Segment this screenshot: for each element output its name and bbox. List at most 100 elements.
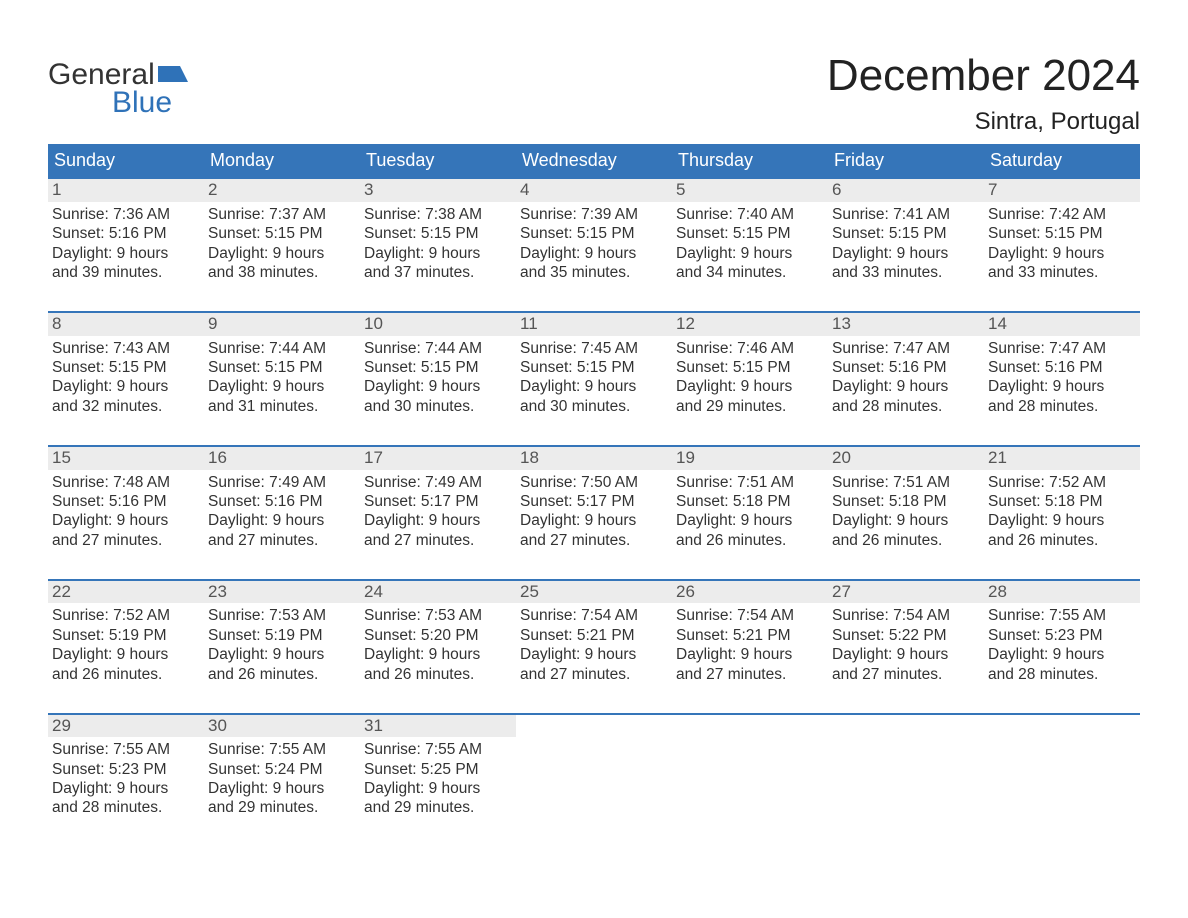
sunset-text: Sunset: 5:23 PM <box>52 760 200 779</box>
sunrise-text: Sunrise: 7:55 AM <box>988 606 1136 625</box>
calendar-cell: 30Sunrise: 7:55 AMSunset: 5:24 PMDayligh… <box>204 714 360 818</box>
sunrise-text: Sunrise: 7:37 AM <box>208 205 356 224</box>
daylight-text-1: Daylight: 9 hours <box>676 377 824 396</box>
daylight-text-1: Daylight: 9 hours <box>832 377 980 396</box>
daylight-text-2: and 28 minutes. <box>832 397 980 416</box>
day-number: 19 <box>672 447 828 469</box>
daylight-text-2: and 30 minutes. <box>520 397 668 416</box>
sunset-text: Sunset: 5:18 PM <box>832 492 980 511</box>
sunset-text: Sunset: 5:22 PM <box>832 626 980 645</box>
day-body: Sunrise: 7:42 AMSunset: 5:15 PMDaylight:… <box>984 202 1140 283</box>
sunrise-text: Sunrise: 7:39 AM <box>520 205 668 224</box>
day-number: 29 <box>48 715 204 737</box>
day-body: Sunrise: 7:55 AMSunset: 5:23 PMDaylight:… <box>48 737 204 818</box>
daylight-text-2: and 33 minutes. <box>832 263 980 282</box>
day-body: Sunrise: 7:43 AMSunset: 5:15 PMDaylight:… <box>48 336 204 417</box>
page: General Blue December 2024 Sintra, Portu… <box>0 0 1188 918</box>
sunrise-text: Sunrise: 7:44 AM <box>364 339 512 358</box>
calendar-cell: 8Sunrise: 7:43 AMSunset: 5:15 PMDaylight… <box>48 312 204 416</box>
sunset-text: Sunset: 5:15 PM <box>832 224 980 243</box>
sunset-text: Sunset: 5:15 PM <box>988 224 1136 243</box>
sunrise-text: Sunrise: 7:55 AM <box>52 740 200 759</box>
sunrise-text: Sunrise: 7:43 AM <box>52 339 200 358</box>
daylight-text-1: Daylight: 9 hours <box>52 511 200 530</box>
daylight-text-1: Daylight: 9 hours <box>832 244 980 263</box>
calendar-cell: 20Sunrise: 7:51 AMSunset: 5:18 PMDayligh… <box>828 446 984 550</box>
calendar-week-row: 8Sunrise: 7:43 AMSunset: 5:15 PMDaylight… <box>48 312 1140 416</box>
daylight-text-2: and 39 minutes. <box>52 263 200 282</box>
daylight-text-1: Daylight: 9 hours <box>676 511 824 530</box>
calendar-cell: 23Sunrise: 7:53 AMSunset: 5:19 PMDayligh… <box>204 580 360 684</box>
sunset-text: Sunset: 5:15 PM <box>364 358 512 377</box>
day-body: Sunrise: 7:54 AMSunset: 5:21 PMDaylight:… <box>516 603 672 684</box>
day-number: 24 <box>360 581 516 603</box>
day-number: 12 <box>672 313 828 335</box>
day-number: 16 <box>204 447 360 469</box>
calendar-cell: 1Sunrise: 7:36 AMSunset: 5:16 PMDaylight… <box>48 178 204 282</box>
calendar-cell: 15Sunrise: 7:48 AMSunset: 5:16 PMDayligh… <box>48 446 204 550</box>
sunset-text: Sunset: 5:21 PM <box>520 626 668 645</box>
daylight-text-2: and 27 minutes. <box>520 665 668 684</box>
daylight-text-2: and 26 minutes. <box>364 665 512 684</box>
daylight-text-2: and 26 minutes. <box>676 531 824 550</box>
day-number: 13 <box>828 313 984 335</box>
day-body: Sunrise: 7:38 AMSunset: 5:15 PMDaylight:… <box>360 202 516 283</box>
weekday-header: Sunday <box>48 144 204 178</box>
calendar-cell <box>516 714 672 818</box>
day-body: Sunrise: 7:41 AMSunset: 5:15 PMDaylight:… <box>828 202 984 283</box>
weekday-header: Wednesday <box>516 144 672 178</box>
calendar-cell: 29Sunrise: 7:55 AMSunset: 5:23 PMDayligh… <box>48 714 204 818</box>
daylight-text-1: Daylight: 9 hours <box>520 645 668 664</box>
day-number: 15 <box>48 447 204 469</box>
sunset-text: Sunset: 5:17 PM <box>364 492 512 511</box>
header: General Blue December 2024 Sintra, Portu… <box>48 30 1140 136</box>
daylight-text-1: Daylight: 9 hours <box>676 645 824 664</box>
sunrise-text: Sunrise: 7:49 AM <box>208 473 356 492</box>
day-number: 18 <box>516 447 672 469</box>
day-body: Sunrise: 7:55 AMSunset: 5:24 PMDaylight:… <box>204 737 360 818</box>
calendar-cell: 9Sunrise: 7:44 AMSunset: 5:15 PMDaylight… <box>204 312 360 416</box>
sunrise-text: Sunrise: 7:48 AM <box>52 473 200 492</box>
day-body: Sunrise: 7:50 AMSunset: 5:17 PMDaylight:… <box>516 470 672 551</box>
weekday-header: Monday <box>204 144 360 178</box>
sunset-text: Sunset: 5:25 PM <box>364 760 512 779</box>
day-number: 6 <box>828 179 984 201</box>
calendar-cell: 2Sunrise: 7:37 AMSunset: 5:15 PMDaylight… <box>204 178 360 282</box>
daylight-text-1: Daylight: 9 hours <box>52 779 200 798</box>
sunset-text: Sunset: 5:20 PM <box>364 626 512 645</box>
sunrise-text: Sunrise: 7:52 AM <box>988 473 1136 492</box>
daylight-text-1: Daylight: 9 hours <box>520 244 668 263</box>
daylight-text-2: and 37 minutes. <box>364 263 512 282</box>
calendar-table: Sunday Monday Tuesday Wednesday Thursday… <box>48 144 1140 817</box>
weekday-header: Friday <box>828 144 984 178</box>
daylight-text-2: and 27 minutes. <box>208 531 356 550</box>
day-body: Sunrise: 7:55 AMSunset: 5:23 PMDaylight:… <box>984 603 1140 684</box>
daylight-text-2: and 26 minutes. <box>52 665 200 684</box>
sunrise-text: Sunrise: 7:47 AM <box>988 339 1136 358</box>
daylight-text-2: and 34 minutes. <box>676 263 824 282</box>
daylight-text-2: and 27 minutes. <box>676 665 824 684</box>
sunrise-text: Sunrise: 7:52 AM <box>52 606 200 625</box>
sunset-text: Sunset: 5:15 PM <box>676 224 824 243</box>
daylight-text-1: Daylight: 9 hours <box>520 511 668 530</box>
sunrise-text: Sunrise: 7:53 AM <box>208 606 356 625</box>
day-body: Sunrise: 7:52 AMSunset: 5:18 PMDaylight:… <box>984 470 1140 551</box>
daylight-text-2: and 27 minutes. <box>520 531 668 550</box>
sunset-text: Sunset: 5:19 PM <box>208 626 356 645</box>
week-spacer <box>48 684 1140 714</box>
calendar-cell <box>984 714 1140 818</box>
calendar-week-row: 1Sunrise: 7:36 AMSunset: 5:16 PMDaylight… <box>48 178 1140 282</box>
day-body: Sunrise: 7:55 AMSunset: 5:25 PMDaylight:… <box>360 737 516 818</box>
day-body: Sunrise: 7:54 AMSunset: 5:22 PMDaylight:… <box>828 603 984 684</box>
daylight-text-2: and 30 minutes. <box>364 397 512 416</box>
daylight-text-2: and 26 minutes. <box>988 531 1136 550</box>
daylight-text-2: and 29 minutes. <box>676 397 824 416</box>
daylight-text-2: and 27 minutes. <box>832 665 980 684</box>
day-body: Sunrise: 7:52 AMSunset: 5:19 PMDaylight:… <box>48 603 204 684</box>
daylight-text-1: Daylight: 9 hours <box>832 645 980 664</box>
sunset-text: Sunset: 5:23 PM <box>988 626 1136 645</box>
daylight-text-2: and 26 minutes. <box>208 665 356 684</box>
sunset-text: Sunset: 5:15 PM <box>520 358 668 377</box>
sunset-text: Sunset: 5:16 PM <box>988 358 1136 377</box>
daylight-text-1: Daylight: 9 hours <box>520 377 668 396</box>
